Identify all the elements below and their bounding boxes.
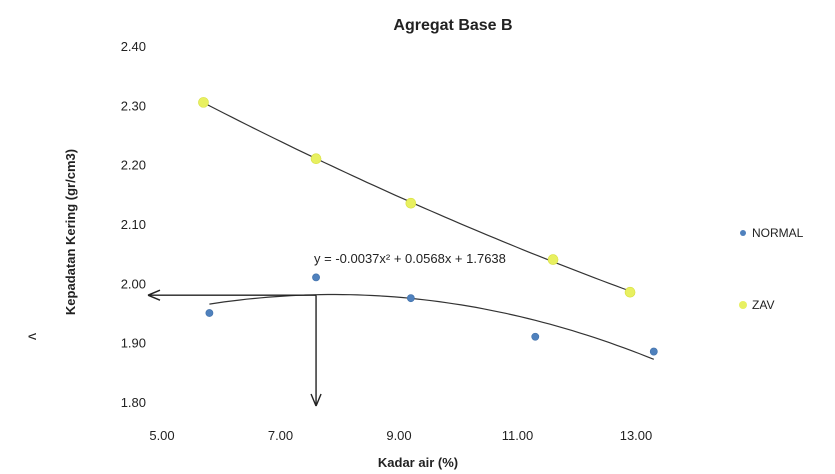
point-zav — [405, 197, 417, 209]
x-tick-label: 13.00 — [620, 428, 653, 443]
x-tick-label: 11.00 — [502, 428, 534, 443]
point-normal — [406, 294, 415, 303]
y-tick-label: 1.90 — [121, 336, 146, 351]
y-axis-title: Kepadatan Kering (gr/cm3) — [63, 149, 78, 315]
y-tick-label: 2.00 — [121, 276, 146, 291]
x-tick-label: 7.00 — [268, 428, 293, 443]
legend-label-normal: NORMAL — [752, 226, 804, 240]
vertical-arrow-head — [310, 393, 322, 407]
x-tick-label: 5.00 — [149, 428, 174, 443]
y-tick-label: 2.40 — [121, 39, 146, 54]
point-normal — [649, 347, 658, 356]
point-zav — [547, 254, 559, 265]
chart-title: Agregat Base B — [393, 17, 512, 34]
stray-mark: ʌ — [23, 333, 39, 340]
point-normal — [531, 332, 540, 341]
legend-marker-normal — [740, 230, 746, 236]
y-tick-label: 2.30 — [121, 98, 146, 113]
point-normal — [205, 309, 214, 317]
reading-arrows — [147, 289, 322, 407]
point-normal — [312, 273, 320, 282]
y-tick-label: 1.80 — [121, 395, 146, 410]
horizontal-arrow-head — [147, 289, 161, 301]
point-zav — [310, 153, 322, 165]
x-axis-title: Kadar air (%) — [378, 455, 458, 470]
data-points — [198, 97, 658, 356]
x-tick-labels: 5.00 7.00 9.00 11.00 13.00 — [149, 428, 652, 443]
y-tick-label: 2.20 — [121, 158, 146, 173]
legend-marker-zav — [739, 301, 747, 309]
y-tick-label: 2.10 — [121, 217, 146, 232]
trend-line-zav — [203, 102, 631, 292]
legend-label-zav: ZAV — [752, 298, 774, 312]
legend: NORMAL ZAV — [739, 226, 804, 312]
point-zav — [624, 286, 636, 298]
y-tick-labels: 1.80 1.90 2.00 2.10 2.20 2.30 2.40 — [121, 39, 146, 410]
trend-lines — [203, 102, 655, 360]
point-zav — [198, 97, 209, 108]
trendline-equation: y = -0.0037x² + 0.0568x + 1.7638 — [314, 251, 506, 266]
x-tick-label: 9.00 — [386, 428, 411, 443]
trend-line-normal — [209, 293, 655, 360]
